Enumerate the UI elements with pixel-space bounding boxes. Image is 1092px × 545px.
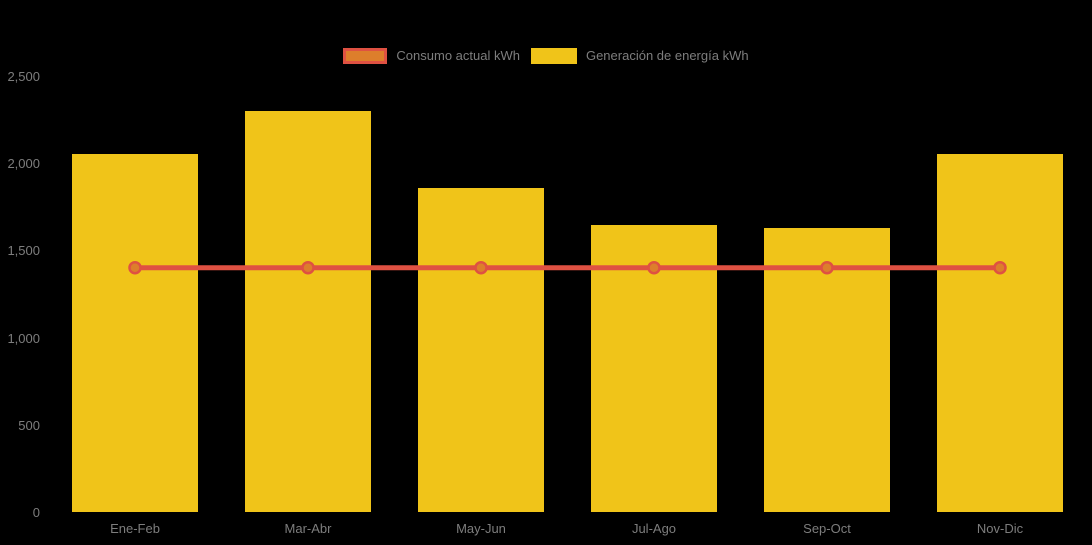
x-axis-tick-label: Mar-Abr xyxy=(284,521,332,536)
bar-may-jun[interactable] xyxy=(418,188,544,512)
x-axis-tick-label: Jul-Ago xyxy=(631,521,677,536)
bar-sep-oct[interactable] xyxy=(764,227,890,512)
x-axis-tick-label: Sep-Oct xyxy=(803,521,851,536)
y-axis-tick-label: 1,000 xyxy=(7,330,40,346)
legend-item-generacion-energia[interactable]: Generación de energía kWh xyxy=(530,47,749,64)
consumo-line-swatch-icon xyxy=(343,47,388,64)
x-axis-tick-label: May-Jun xyxy=(456,521,506,536)
line-point-mar-abr[interactable] xyxy=(301,260,315,275)
bar-ene-feb[interactable] xyxy=(72,154,198,512)
line-point-may-jun[interactable] xyxy=(474,260,488,275)
bar-mar-abr[interactable] xyxy=(245,110,371,512)
generacion-bar-swatch-icon xyxy=(530,47,577,64)
line-point-nov-dic[interactable] xyxy=(993,260,1007,275)
y-axis-tick-label: 2,000 xyxy=(7,156,40,171)
bar-nov-dic[interactable] xyxy=(937,154,1063,512)
y-axis-tick-label: 0 xyxy=(32,505,40,520)
legend-label-consumo-actual: Consumo actual kWh xyxy=(396,48,520,63)
chart-legend: Consumo actual kWh Generación de energía… xyxy=(0,47,1092,64)
x-axis-tick-label: Ene-Feb xyxy=(110,521,160,536)
legend-label-generacion-energia: Generación de energía kWh xyxy=(585,48,749,63)
line-point-ene-feb[interactable] xyxy=(128,260,142,275)
y-axis-tick-label: 500 xyxy=(18,417,40,433)
legend-item-consumo-actual[interactable]: Consumo actual kWh xyxy=(343,47,520,64)
x-axis-tick-label: Nov-Dic xyxy=(976,521,1024,536)
y-axis-tick-label: 2,500 xyxy=(7,68,40,84)
line-point-jul-ago[interactable] xyxy=(647,260,661,275)
line-point-sep-oct[interactable] xyxy=(820,260,834,275)
y-axis-tick-label: 1,500 xyxy=(7,243,40,259)
